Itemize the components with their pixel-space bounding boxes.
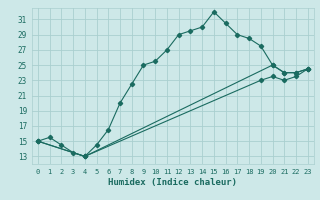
X-axis label: Humidex (Indice chaleur): Humidex (Indice chaleur) bbox=[108, 178, 237, 187]
